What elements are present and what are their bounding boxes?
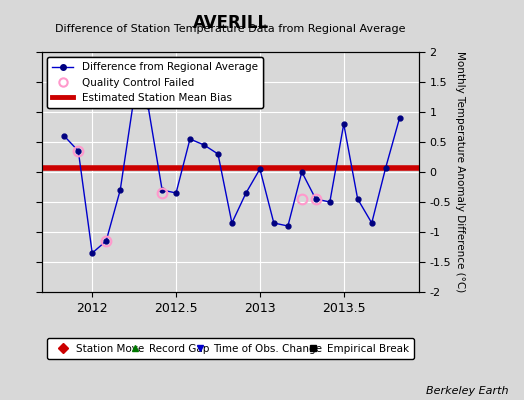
Legend: Difference from Regional Average, Quality Control Failed, Estimated Station Mean: Difference from Regional Average, Qualit…	[47, 57, 263, 108]
Y-axis label: Monthly Temperature Anomaly Difference (°C): Monthly Temperature Anomaly Difference (…	[455, 51, 465, 293]
Text: AVERILL: AVERILL	[192, 14, 269, 32]
Text: Berkeley Earth: Berkeley Earth	[426, 386, 508, 396]
Legend: Station Move, Record Gap, Time of Obs. Change, Empirical Break: Station Move, Record Gap, Time of Obs. C…	[47, 338, 414, 359]
Text: Difference of Station Temperature Data from Regional Average: Difference of Station Temperature Data f…	[56, 24, 406, 34]
